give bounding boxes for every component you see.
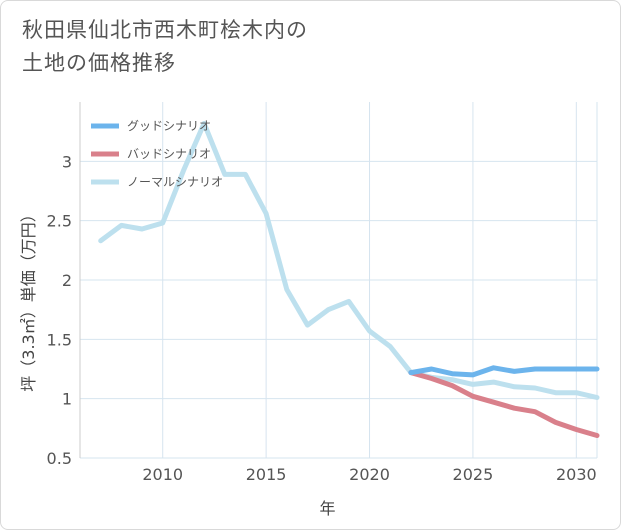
title-line-2: 土地の価格推移 xyxy=(22,51,176,75)
y-tick-labels: 0.5 1 1.5 2 2.5 3 xyxy=(47,152,72,468)
series-line-0 xyxy=(408,365,600,378)
x-tick-label: 2025 xyxy=(453,465,494,484)
y-axis-title: 坪（3.3㎡）単価（万円） xyxy=(19,206,38,391)
y-tick-label: 2 xyxy=(62,271,72,290)
x-tick-labels: 2010 2015 2020 2025 2030 xyxy=(142,465,596,484)
x-tick-label: 2030 xyxy=(556,465,597,484)
series-line-1 xyxy=(408,370,600,438)
series-line-2 xyxy=(98,120,600,400)
grid-lines xyxy=(80,102,598,459)
y-tick-label: 3 xyxy=(62,152,72,171)
legend-label: バッドシナリオ xyxy=(127,147,211,161)
x-tick-label: 2010 xyxy=(142,465,183,484)
x-axis-title: 年 xyxy=(319,499,335,518)
y-tick-label: 2.5 xyxy=(47,212,72,231)
y-tick-label: 0.5 xyxy=(47,449,72,468)
series-lines xyxy=(98,120,600,438)
legend-label: ノーマルシナリオ xyxy=(127,175,223,189)
page-title: 秋田県仙北市西木町桧木内の 土地の価格推移 xyxy=(22,14,422,80)
y-tick-label: 1 xyxy=(62,390,72,409)
y-tick-label: 1.5 xyxy=(47,330,72,349)
x-tick-label: 2015 xyxy=(246,465,287,484)
legend-label: グッドシナリオ xyxy=(127,119,211,133)
x-tick-label: 2020 xyxy=(349,465,390,484)
title-line-1: 秋田県仙北市西木町桧木内の xyxy=(22,18,308,42)
